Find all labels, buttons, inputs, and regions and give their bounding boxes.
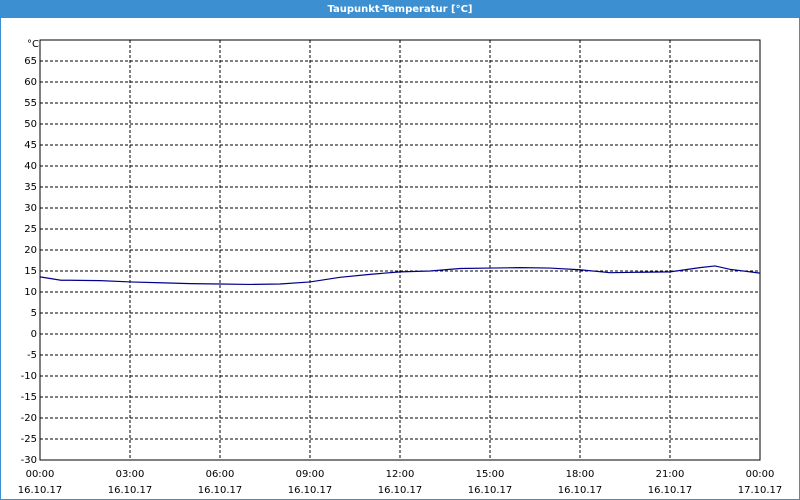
y-tick-label: -30 xyxy=(21,455,37,466)
x-tick-date: 16.10.17 xyxy=(108,485,153,496)
x-tick-date: 16.10.17 xyxy=(468,485,513,496)
x-tick-label: 15:00 xyxy=(476,469,505,480)
y-unit: °C xyxy=(27,39,39,50)
x-tick-label: 06:00 xyxy=(206,469,235,480)
y-tick-label: 20 xyxy=(24,245,37,256)
y-tick-label: -25 xyxy=(21,434,37,445)
x-tick-date: 16.10.17 xyxy=(288,485,333,496)
x-tick-label: 00:00 xyxy=(746,469,775,480)
y-tick-label: 55 xyxy=(24,98,37,109)
x-tick-label: 12:00 xyxy=(386,469,415,480)
y-tick-label: 65 xyxy=(24,56,37,67)
plot-border xyxy=(39,39,761,461)
x-tick-label: 03:00 xyxy=(116,469,145,480)
y-tick-label: 45 xyxy=(24,140,37,151)
y-tick-label: 35 xyxy=(24,182,37,193)
y-tick-label: 5 xyxy=(31,308,37,319)
y-tick-label: 25 xyxy=(24,224,37,235)
x-tick-date: 16.10.17 xyxy=(648,485,693,496)
data-line xyxy=(39,265,761,286)
y-tick-label: -5 xyxy=(27,350,37,361)
x-tick-date: 16.10.17 xyxy=(378,485,423,496)
x-tick-date: 16.10.17 xyxy=(198,485,243,496)
x-tick-date: 16.10.17 xyxy=(558,485,603,496)
y-tick-label: -10 xyxy=(21,371,37,382)
title-bar xyxy=(0,0,800,18)
y-tick-label: 30 xyxy=(24,203,37,214)
y-tick-label: -15 xyxy=(21,392,37,403)
y-tick-label: -20 xyxy=(21,413,37,424)
y-tick-label: 60 xyxy=(24,77,37,88)
x-tick-label: 18:00 xyxy=(566,469,595,480)
x-tick-date: 17.10.17 xyxy=(738,485,783,496)
x-tick-label: 09:00 xyxy=(296,469,325,480)
x-tick-date: 16.10.17 xyxy=(18,485,63,496)
y-tick-label: 15 xyxy=(24,266,37,277)
y-tick-label: 10 xyxy=(24,287,37,298)
chart-title: Taupunkt-Temperatur [°C] xyxy=(327,4,472,15)
y-tick-label: 0 xyxy=(31,329,37,340)
x-tick-label: 21:00 xyxy=(656,469,685,480)
y-tick-label: 40 xyxy=(24,161,37,172)
x-tick-label: 00:00 xyxy=(26,469,55,480)
y-tick-label: 50 xyxy=(24,119,37,130)
